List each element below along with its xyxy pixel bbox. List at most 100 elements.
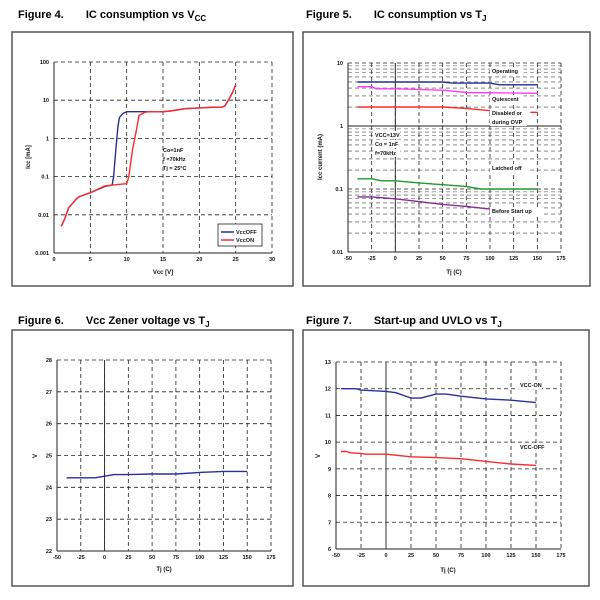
x-axis-label: Vcc [V] <box>153 270 173 276</box>
series-label-bg <box>490 109 531 117</box>
y-tick-label: 23 <box>46 517 52 523</box>
x-tick-label: 150 <box>531 553 540 559</box>
x-tick-label: 25 <box>125 555 131 561</box>
figure-title: Figure 4. IC consumption vs VCC <box>18 9 206 23</box>
x-axis-label: Tj (C) <box>440 568 455 574</box>
y-tick-label: 100 <box>40 60 49 66</box>
figure-6: Figure 6. Vcc Zener voltage vs TJ -50 -25 0 2… <box>11 315 294 587</box>
legend: VccOFF VccON <box>217 223 263 247</box>
figure-title-subscript: CC <box>195 14 207 23</box>
x-tick-label: 125 <box>509 256 518 262</box>
y-tick-label: 0.01 <box>38 213 49 219</box>
annotation: Co = 1nF <box>375 142 399 148</box>
x-tick-label: 0 <box>394 256 397 262</box>
series-label-bg <box>490 67 524 75</box>
series-label-bg <box>518 381 542 389</box>
annotation: Co=1nF <box>163 148 184 154</box>
x-tick-label: -50 <box>53 555 61 561</box>
figure-number: Figure 6. <box>18 315 64 327</box>
figure-number: Figure 5. <box>306 9 352 21</box>
x-tick-label: 150 <box>533 256 542 262</box>
x-tick-label: 15 <box>160 257 166 263</box>
y-tick-label: 0.01 <box>332 250 343 256</box>
series-line-operating <box>357 81 538 86</box>
x-tick-label: -25 <box>357 553 365 559</box>
y-tick-label: 26 <box>46 422 52 428</box>
figure-number: Figure 7. <box>306 315 352 327</box>
figure-title-subscript: J <box>205 320 209 329</box>
figure-title-subscript: J <box>497 320 501 329</box>
x-tick-label: 20 <box>196 257 202 263</box>
x-tick-label: 175 <box>556 553 565 559</box>
series-label-bg <box>518 443 546 451</box>
y-tick-label: 8 <box>328 494 331 500</box>
x-tick-label: -25 <box>77 555 85 561</box>
series-line-vccoff <box>60 84 237 227</box>
series-label: during OVP <box>492 120 523 126</box>
x-tick-label: 75 <box>463 256 469 262</box>
series-label: Latched off <box>492 166 522 172</box>
x-tick-label: -25 <box>368 256 376 262</box>
y-tick-label: 13 <box>325 360 331 366</box>
x-tick-label: 100 <box>481 553 490 559</box>
x-tick-label: 100 <box>485 256 494 262</box>
y-tick-label: 1 <box>46 136 49 142</box>
x-tick-label: -50 <box>344 256 352 262</box>
figure-4: Figure 4. IC consumption vs VCC 0 5 10 15 20 25… <box>11 9 294 287</box>
x-tick-label: 10 <box>124 257 130 263</box>
annotation: f=70kHz <box>375 151 396 157</box>
y-tick-label: 6 <box>328 547 331 553</box>
series-label: Quiescent <box>492 97 519 103</box>
x-tick-label: 100 <box>195 555 204 561</box>
x-axis-label: Tj (C) <box>446 270 461 276</box>
x-tick-label: 25 <box>233 257 239 263</box>
y-tick-label: 9 <box>328 467 331 473</box>
y-tick-label: 27 <box>46 390 52 396</box>
x-tick-label: 175 <box>556 256 565 262</box>
figure-title-subscript: J <box>482 14 486 23</box>
figure-frame <box>302 31 591 287</box>
figure-frame <box>302 329 590 587</box>
annotation-bg <box>374 131 401 139</box>
series-label: Operating <box>492 69 518 75</box>
figure-title-text: Start-up and UVLO vs T <box>374 315 498 327</box>
figure-title-text: Vcc Zener voltage vs T <box>86 315 205 327</box>
y-axis-label: Icc current (mA) <box>318 134 324 180</box>
y-tick-label: 10 <box>337 61 343 67</box>
figure-title: Figure 6. Vcc Zener voltage vs TJ <box>18 315 210 329</box>
series-label-bg <box>490 164 531 172</box>
y-tick-label: 0.1 <box>41 175 49 181</box>
grid <box>56 359 272 552</box>
figure-number: Figure 4. <box>18 9 64 21</box>
series-line-quiescent <box>357 85 538 94</box>
figure-frame <box>11 31 294 287</box>
x-tick-label: 25 <box>408 553 414 559</box>
series-label: VCC-OFF <box>520 445 545 451</box>
annotation: Tj = 25°C <box>163 166 186 172</box>
x-tick-label: 125 <box>506 553 515 559</box>
annotation: VCC=13V <box>375 133 400 139</box>
x-tick-label: 30 <box>269 257 275 263</box>
y-tick-label: 28 <box>46 358 52 364</box>
y-axis-label: Icc [mA] <box>26 145 32 169</box>
x-tick-label: 125 <box>219 555 228 561</box>
series-line-latched-off <box>357 178 538 190</box>
x-tick-label: 75 <box>458 553 464 559</box>
y-tick-label: 11 <box>325 413 331 419</box>
series-line-vccon <box>60 84 237 227</box>
x-tick-label: 25 <box>416 256 422 262</box>
annotation: f =70kHz <box>163 157 186 163</box>
legend-entry: VccOFF <box>236 230 257 236</box>
figure-5: Figure 5. IC consumption vs TJ -50 -25 0 25 50… <box>302 9 591 287</box>
y-tick-label: 7 <box>328 520 331 526</box>
x-tick-label: 50 <box>440 256 446 262</box>
y-tick-label: 0.1 <box>335 187 343 193</box>
x-tick-label: 5 <box>89 257 92 263</box>
grid <box>335 361 562 550</box>
y-tick-label: 10 <box>43 98 49 104</box>
x-tick-label: 0 <box>52 257 55 263</box>
legend-entry: VccON <box>236 238 254 244</box>
annotation-bg <box>374 140 404 148</box>
x-tick-label: 50 <box>433 553 439 559</box>
